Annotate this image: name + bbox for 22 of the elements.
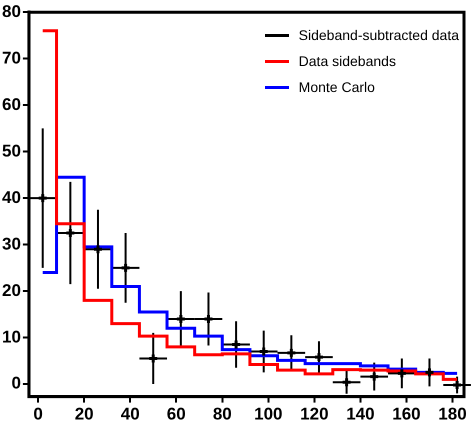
legend-label: Data sidebands	[298, 52, 396, 71]
y-tick-label: 10	[2, 327, 21, 346]
legend-label: Monte Carlo	[298, 78, 375, 97]
legend-label: Sideband-subtracted data	[298, 26, 459, 45]
x-tick-label: 40	[120, 404, 140, 424]
x-tick-label: 20	[74, 404, 94, 424]
x-tick-label: 60	[166, 404, 186, 424]
x-tick-label: 0	[33, 404, 43, 424]
x-tick-label: 180	[438, 404, 467, 424]
y-tick-label: 60	[2, 94, 21, 114]
x-tick-label: 80	[212, 404, 232, 424]
y-tick-label: 30	[2, 234, 21, 254]
x-tick-label: 160	[392, 404, 421, 424]
y-tick-label: 50	[2, 141, 21, 160]
y-tick-label: 0	[11, 374, 21, 393]
y-tick-label: 70	[2, 48, 21, 68]
y-tick-label: 80	[2, 2, 21, 21]
x-tick-label: 120	[300, 404, 329, 424]
x-tick-label: 100	[254, 404, 283, 424]
y-tick-label: 40	[2, 188, 21, 207]
x-tick-label: 140	[346, 404, 375, 424]
y-tick-label: 20	[2, 280, 21, 300]
